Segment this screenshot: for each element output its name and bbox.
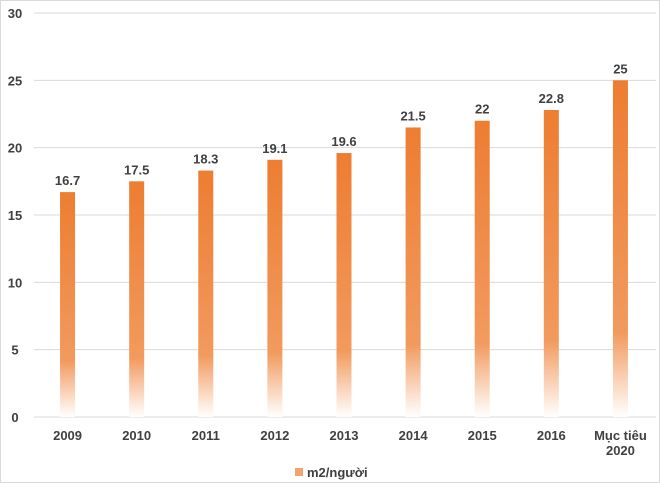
y-tick-label: 0 <box>11 410 18 425</box>
bar <box>474 120 490 417</box>
x-tick-label: 2009 <box>53 428 82 443</box>
legend: m2/người <box>295 465 368 480</box>
bar <box>267 159 283 417</box>
x-tick-label: 2014 <box>399 428 429 443</box>
bar <box>336 153 352 417</box>
bar <box>543 109 559 418</box>
x-tick-label: Mục tiêu 2020 <box>594 428 647 458</box>
data-label: 17.5 <box>124 162 149 177</box>
y-tick-label: 30 <box>8 6 22 21</box>
data-label: 25 <box>613 61 627 76</box>
x-tick-label: 2013 <box>330 428 359 443</box>
x-tick-label: 2010 <box>122 428 151 443</box>
legend-label: m2/người <box>307 465 368 480</box>
y-tick-label: 10 <box>8 275 22 290</box>
bar <box>198 170 214 417</box>
y-tick-label: 20 <box>8 141 22 156</box>
bar <box>405 127 421 417</box>
x-tick-label: 2011 <box>192 428 220 443</box>
data-label: 19.1 <box>262 141 287 156</box>
y-tick-label: 25 <box>8 73 22 88</box>
bar <box>612 80 628 417</box>
bar <box>60 192 76 417</box>
x-tick-label: 2015 <box>468 428 497 443</box>
data-label: 21.5 <box>400 108 425 123</box>
bar <box>129 181 145 417</box>
data-label: 16.7 <box>55 173 80 188</box>
data-label: 18.3 <box>193 152 218 167</box>
data-label: 22.8 <box>539 91 564 106</box>
x-tick-label: 2012 <box>260 428 289 443</box>
data-label: 19.6 <box>331 134 356 149</box>
legend-swatch <box>295 468 303 476</box>
data-label: 22 <box>475 102 489 117</box>
y-tick-label: 15 <box>8 208 22 223</box>
x-tick-label: 2016 <box>537 428 566 443</box>
y-tick-label: 5 <box>11 343 18 358</box>
